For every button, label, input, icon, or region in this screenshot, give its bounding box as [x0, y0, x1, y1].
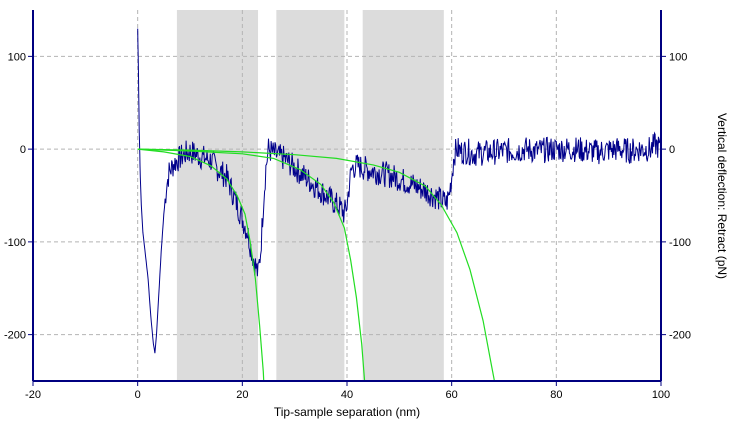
y-tick-label-left: 0 — [20, 144, 26, 156]
x-tick-label: 80 — [550, 389, 562, 401]
y-tick-label-left: -200 — [4, 330, 26, 342]
x-tick-label: 100 — [652, 389, 670, 401]
grid-lines — [33, 10, 661, 381]
x-axis-title: Tip-sample separation (nm) — [274, 405, 420, 419]
series-fit-3 — [137, 148, 496, 381]
shaded-region-1 — [176, 10, 259, 381]
y-tick-label-left: -100 — [4, 237, 26, 249]
y-tick-label-right: 0 — [669, 144, 675, 156]
series-fit-1 — [137, 148, 265, 381]
x-tick-label: 20 — [236, 389, 248, 401]
shaded-region-2 — [276, 10, 345, 381]
x-tick-label: 0 — [135, 389, 141, 401]
series-fit-2 — [137, 148, 366, 381]
y-tick-label-right: -200 — [669, 330, 691, 342]
x-tick-label: -20 — [25, 389, 41, 401]
y-tick-label-left: 100 — [8, 51, 26, 63]
series-layer — [137, 28, 661, 381]
axes — [28, 10, 666, 386]
y-axis-title-right: Vertical deflection: Retract (pN) — [715, 113, 729, 279]
x-tick-label: 40 — [341, 389, 353, 401]
x-tick-label: 60 — [446, 389, 458, 401]
series-measured-retract — [137, 28, 661, 354]
y-tick-label-right: 100 — [669, 51, 687, 63]
y-tick-label-right: -100 — [669, 237, 691, 249]
shaded-regions — [176, 10, 444, 381]
